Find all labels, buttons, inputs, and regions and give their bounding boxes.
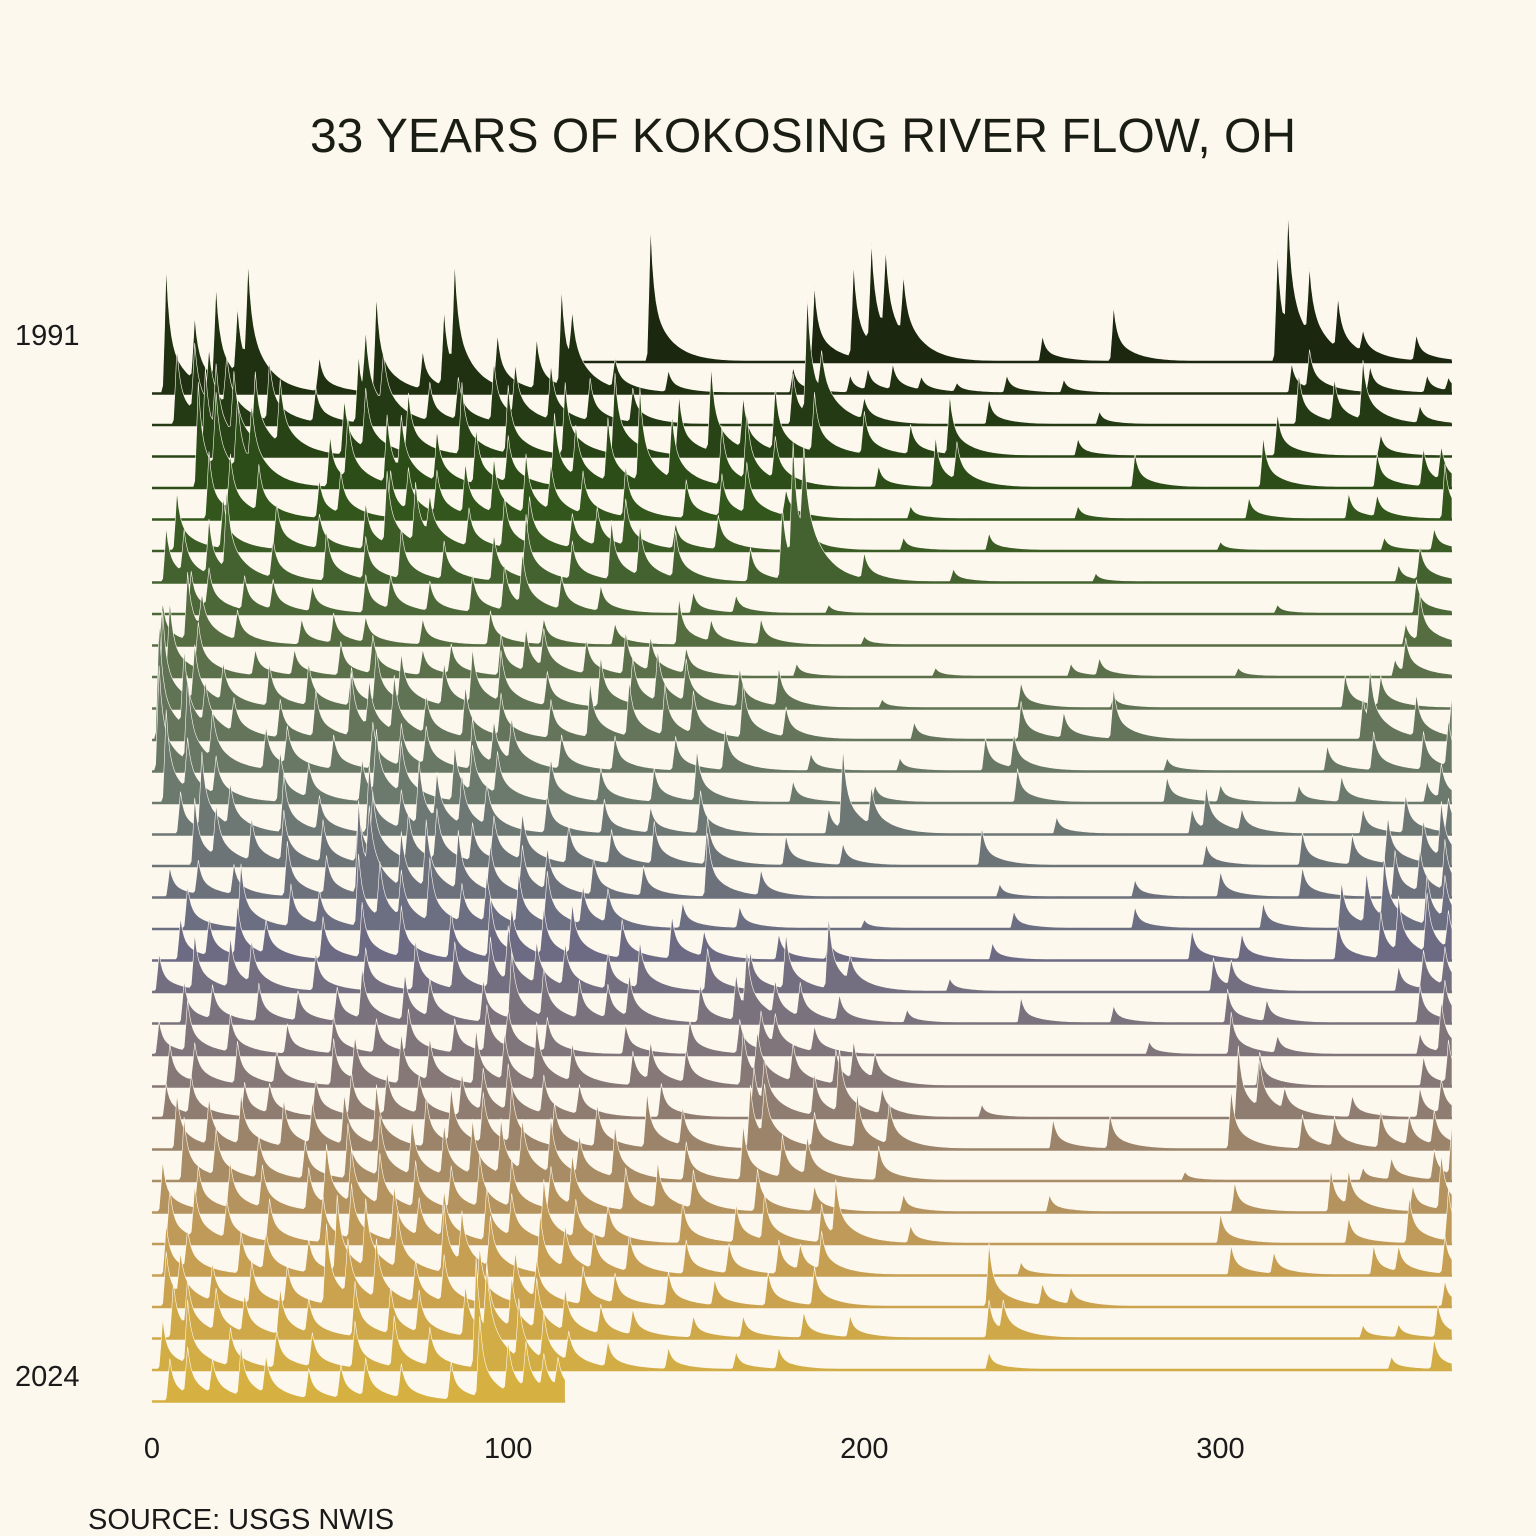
y-label-top: 1991 — [15, 320, 80, 352]
ridge-2020 — [151, 1194, 1453, 1277]
ridge-area-2008 — [151, 800, 1453, 898]
ridge-1992 — [151, 262, 1453, 395]
ridge-area-2018 — [151, 1144, 1453, 1213]
ridge-area-2016 — [151, 1083, 1453, 1150]
ridge-1993 — [151, 295, 1453, 427]
ridge-area-2001 — [151, 600, 1453, 678]
ridge-2021 — [151, 1223, 1453, 1309]
ridge-2003 — [151, 621, 1453, 742]
ridge-area-2006 — [151, 748, 1453, 835]
ridge-1995 — [151, 382, 1453, 490]
x-tick-label-0: 0 — [144, 1433, 160, 1465]
ridge-area-1993 — [151, 295, 1453, 426]
ridge-2017 — [151, 1116, 1453, 1183]
ridge-area-2024 — [151, 1316, 566, 1402]
chart-title: 33 YEARS OF KOKOSING RIVER FLOW, OH — [310, 110, 1296, 163]
ridge-area-1991 — [564, 212, 1453, 363]
ridge-2023 — [151, 1257, 1453, 1372]
x-tick-label-100: 100 — [484, 1433, 532, 1465]
ridge-1991 — [564, 212, 1453, 364]
ridge-2013 — [151, 1000, 1453, 1057]
ridge-area-2020 — [151, 1194, 1453, 1276]
ridge-2022 — [151, 1261, 1453, 1340]
ridge-area-1992 — [151, 262, 1453, 394]
x-tick-label-200: 200 — [840, 1433, 888, 1465]
ridge-area-1995 — [151, 382, 1453, 489]
ridge-2010 — [151, 892, 1453, 962]
source-caption: SOURCE: USGS NWIS — [88, 1504, 394, 1536]
ridge-2005 — [151, 709, 1453, 805]
ridge-area-2015 — [151, 1045, 1453, 1119]
ridge-2002 — [151, 611, 1453, 710]
ridges — [151, 212, 1453, 1403]
ridge-2008 — [151, 800, 1453, 899]
ridge-2001 — [151, 600, 1453, 679]
ridge-1999 — [151, 552, 1453, 616]
ridge-1998 — [151, 442, 1453, 584]
ridge-1994 — [151, 363, 1453, 458]
ridge-2000 — [151, 572, 1453, 647]
x-tick-label-300: 300 — [1196, 1433, 1244, 1465]
ridge-2009 — [151, 853, 1453, 931]
ridge-2012 — [151, 949, 1453, 1025]
ridge-area-2002 — [151, 611, 1453, 709]
ridge-area-2013 — [151, 1000, 1453, 1056]
x-axis: 0 100 200 300 — [144, 1433, 1245, 1465]
ridge-2016 — [151, 1083, 1453, 1151]
ridge-area-2005 — [151, 709, 1453, 804]
ridge-2018 — [151, 1144, 1453, 1214]
ridge-area-2011 — [151, 916, 1453, 993]
ridge-2006 — [151, 748, 1453, 836]
ridge-area-2004 — [151, 665, 1453, 772]
y-label-bottom: 2024 — [15, 1361, 80, 1393]
ridge-2004 — [151, 665, 1453, 773]
ridge-area-2010 — [151, 892, 1453, 961]
ridge-area-2012 — [151, 949, 1453, 1024]
ridge-2024 — [151, 1316, 566, 1403]
